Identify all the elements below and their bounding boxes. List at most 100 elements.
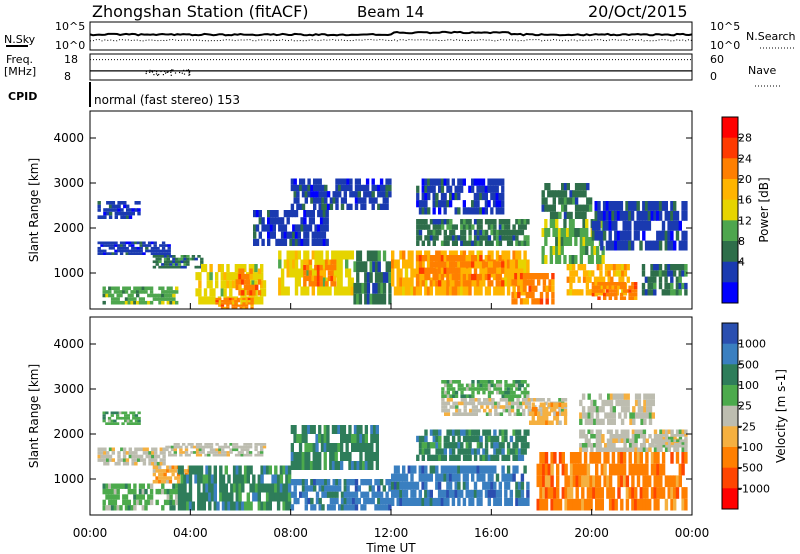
data-cell: [594, 220, 598, 231]
data-cell: [604, 282, 609, 290]
data-cell: [310, 504, 314, 511]
data-cell: [294, 210, 299, 218]
data-cell: [506, 448, 511, 455]
data-cell: [656, 201, 660, 211]
data-cell: [484, 219, 489, 225]
data-cell: [516, 408, 520, 413]
data-cell: [438, 267, 442, 274]
data-cell: [585, 282, 589, 290]
data-cell: [385, 272, 389, 283]
data-cell: [198, 296, 202, 305]
data-cell: [151, 451, 155, 455]
data-cell: [206, 280, 210, 289]
data-cell: [555, 219, 559, 228]
data-cell: [117, 249, 121, 253]
data-cell: [335, 491, 339, 498]
data-cell: [286, 268, 290, 278]
data-cell: [583, 211, 587, 219]
data-cell: [527, 408, 531, 413]
data-cell: [418, 261, 423, 268]
data-cell: [615, 399, 619, 407]
data-cell: [598, 447, 602, 452]
data-cell: [131, 244, 135, 247]
data-cell: [567, 487, 571, 499]
data-cell: [326, 434, 330, 443]
data-cell: [161, 286, 165, 291]
data-cell: [516, 412, 520, 416]
data-cell: [242, 297, 246, 301]
data-cell: [172, 263, 176, 266]
data-cell: [161, 293, 165, 298]
colorbar-tick-label: 16: [738, 194, 752, 207]
data-cell: [388, 497, 392, 505]
colorbar-frame: [721, 322, 739, 510]
data-cell: [329, 197, 334, 204]
colorbar-swatch: [722, 385, 738, 407]
data-cell: [558, 408, 562, 413]
data-cell: [435, 261, 439, 268]
data-cell: [299, 479, 303, 486]
data-cell: [155, 297, 159, 301]
data-cell: [462, 224, 467, 230]
data-cell: [473, 429, 478, 436]
data-cell: [485, 405, 490, 409]
data-cell: [379, 191, 384, 198]
data-cell: [363, 203, 367, 210]
data-cell: [314, 250, 318, 260]
colorbar-swatch: [722, 364, 738, 386]
data-cell: [329, 497, 334, 505]
data-cell: [432, 435, 436, 443]
data-cell: [505, 398, 509, 402]
data-cell: [229, 448, 233, 452]
data-cell: [114, 241, 118, 245]
data-cell: [454, 380, 459, 384]
data-cell: [544, 498, 549, 511]
data-cell: [166, 286, 170, 291]
data-cell: [209, 296, 213, 305]
data-cell: [600, 487, 604, 499]
data-cell: [631, 443, 636, 448]
data-cell: [684, 442, 688, 445]
data-cell: [249, 483, 253, 493]
data-cell: [238, 284, 242, 291]
data-cell: [246, 279, 250, 285]
data-cell: [429, 178, 434, 186]
data-cell: [353, 461, 358, 470]
data-cell: [100, 249, 104, 253]
data-cell: [113, 422, 117, 425]
data-cell: [654, 442, 658, 445]
data-cell: [457, 429, 461, 436]
data-cell: [347, 268, 352, 278]
data-cell: [653, 487, 657, 499]
data-cell: [421, 200, 425, 208]
data-cell: [187, 443, 191, 446]
data-cell: [665, 442, 669, 445]
data-cell: [582, 270, 587, 277]
data-cell: [379, 504, 384, 511]
data-cell: [468, 229, 472, 236]
data-cell: [304, 461, 308, 470]
data-cell: [498, 280, 502, 287]
data-cell: [159, 252, 163, 255]
data-cell: [371, 197, 375, 204]
data-cell: [526, 235, 530, 241]
data-cell: [584, 438, 589, 443]
data-cell: [651, 393, 655, 400]
data-cell: [479, 454, 483, 461]
data-cell: [515, 387, 519, 391]
data-cell: [152, 472, 156, 477]
data-cell: [290, 443, 294, 452]
data-cell: [595, 438, 600, 443]
data-cell: [356, 425, 360, 434]
data-cell: [317, 231, 321, 239]
data-cell: [119, 290, 123, 294]
data-cell: [441, 390, 445, 395]
data-cell: [634, 447, 638, 452]
data-cell: [631, 429, 636, 434]
data-cell: [301, 178, 306, 185]
data-cell: [124, 483, 129, 489]
data-cell: [210, 483, 215, 493]
data-cell: [108, 201, 113, 205]
data-cell: [230, 483, 234, 493]
data-cell: [446, 261, 450, 268]
